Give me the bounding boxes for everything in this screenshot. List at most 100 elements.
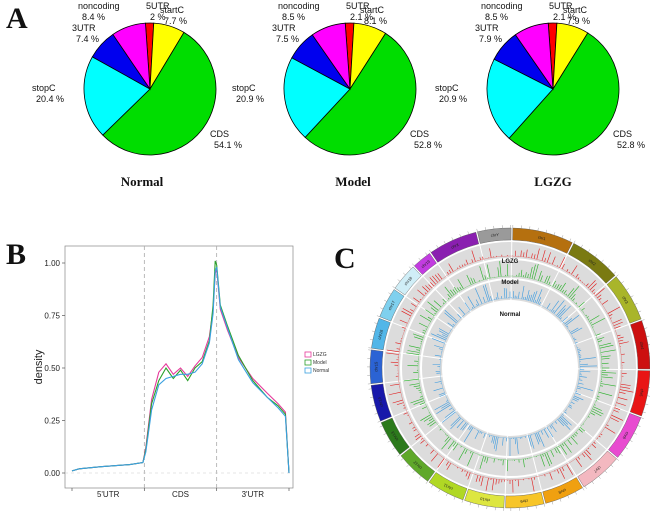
track-separator xyxy=(593,438,607,450)
track-bar xyxy=(403,412,408,415)
track-background xyxy=(422,279,598,456)
track-bar xyxy=(439,394,446,397)
chromosome-band-chr12 xyxy=(400,447,436,482)
track-bar xyxy=(475,288,483,304)
slice-name-3utr: 3UTR xyxy=(272,23,296,33)
track-bar xyxy=(570,436,578,445)
track-bar xyxy=(438,328,449,335)
track-bar xyxy=(579,376,587,378)
track-bar xyxy=(533,254,536,259)
chromosome-band-chr3 xyxy=(606,276,642,324)
chromosome-band-chr8 xyxy=(542,477,583,504)
track-bar xyxy=(599,344,614,349)
slice-name-5utr: 5UTR xyxy=(549,1,573,11)
track-bar xyxy=(399,319,408,324)
chromosome-band-chr4 xyxy=(630,320,650,370)
track-bar xyxy=(557,419,565,427)
track-bar xyxy=(558,417,571,430)
chromosome-tick xyxy=(392,286,396,289)
track-bar xyxy=(430,307,438,313)
track-bar xyxy=(585,314,587,316)
track-bar xyxy=(486,264,491,279)
track-bar xyxy=(561,467,565,472)
track-bar xyxy=(586,449,591,455)
track-bar xyxy=(485,477,489,491)
chromosome-tick xyxy=(388,292,392,295)
track-bar xyxy=(459,286,462,291)
track-bar xyxy=(417,289,425,297)
density-chart: density 0.00 0.25 0.50 0.75 1.00 5'UTR CDS 3'UT… xyxy=(33,245,329,499)
track-bar xyxy=(415,435,422,441)
track-bar xyxy=(442,298,446,303)
track-bar xyxy=(452,289,457,294)
track-bar xyxy=(619,391,626,394)
track-bar xyxy=(563,290,567,294)
chromosome-tick xyxy=(642,411,646,414)
track-bar xyxy=(432,275,439,283)
track-bar xyxy=(549,472,553,480)
track-bar xyxy=(447,322,454,328)
track-bar xyxy=(409,383,420,386)
chromosome-tick xyxy=(370,396,374,398)
chromosome-band-chr2 xyxy=(568,243,616,284)
track-bar xyxy=(573,397,580,401)
track-separator xyxy=(405,296,420,307)
track-bar xyxy=(572,435,575,438)
track-separator xyxy=(559,255,568,271)
track-bar xyxy=(525,249,528,258)
legend-entry: Model xyxy=(313,360,327,366)
track-bar xyxy=(465,471,469,477)
chromosome-tick xyxy=(397,454,401,457)
track-bar xyxy=(421,406,427,410)
chromosome-tick xyxy=(425,252,428,256)
track-bar xyxy=(410,398,424,404)
track-bar xyxy=(516,437,519,454)
track-bar xyxy=(536,289,543,304)
track-bar xyxy=(388,391,401,396)
track-bar xyxy=(430,449,434,454)
track-bar xyxy=(540,430,544,435)
track-bar xyxy=(617,334,621,337)
track-bar xyxy=(413,297,420,303)
track-bar xyxy=(484,284,491,302)
track-bar xyxy=(614,325,621,329)
track-bar xyxy=(479,266,484,280)
track-bar xyxy=(403,378,419,382)
chromosome-label: chr8 xyxy=(557,488,567,496)
track-bar xyxy=(593,406,602,411)
track-bar xyxy=(495,479,497,485)
track-bar xyxy=(471,307,474,309)
slice-name-startc: startC xyxy=(563,5,588,15)
chromosome-band-chrX xyxy=(430,231,479,263)
slice-value-5utr: 2.1 % xyxy=(350,12,373,22)
track-bar xyxy=(573,337,575,339)
track-bar xyxy=(538,270,542,281)
track-bar xyxy=(395,342,401,345)
track-bar xyxy=(566,269,569,272)
pie-slice-cds xyxy=(102,31,217,156)
track-separator xyxy=(437,317,455,330)
track-separator xyxy=(505,457,508,476)
track-bar xyxy=(560,444,567,455)
track-bar xyxy=(562,443,565,447)
track-bar xyxy=(416,349,420,351)
chromosome-band-chr9 xyxy=(505,491,545,509)
track-bar xyxy=(467,425,471,430)
track-bar xyxy=(424,292,427,294)
track-bar xyxy=(558,445,560,448)
chromosome-tick xyxy=(461,499,464,503)
series-line-normal xyxy=(71,267,290,474)
track-bar xyxy=(444,436,450,442)
chromosome-label: chr1 xyxy=(538,235,548,242)
track-bar xyxy=(549,425,553,429)
chromosome-tick xyxy=(629,440,633,442)
track-bar xyxy=(434,354,442,357)
y-tick-label: 0.25 xyxy=(44,417,60,426)
slice-value-noncoding: 8.5 % xyxy=(485,12,508,22)
track-bar xyxy=(558,305,571,319)
chromosome-tick xyxy=(467,231,469,235)
slice-name-stopc: stopC xyxy=(32,83,56,93)
circos-plot: chr1 chr2 chr3 chr4 chr5 chr6 chr7 chr8 chr9 chr1… xyxy=(367,225,650,511)
track-bar xyxy=(598,340,602,342)
chromosome-tick xyxy=(626,288,629,291)
